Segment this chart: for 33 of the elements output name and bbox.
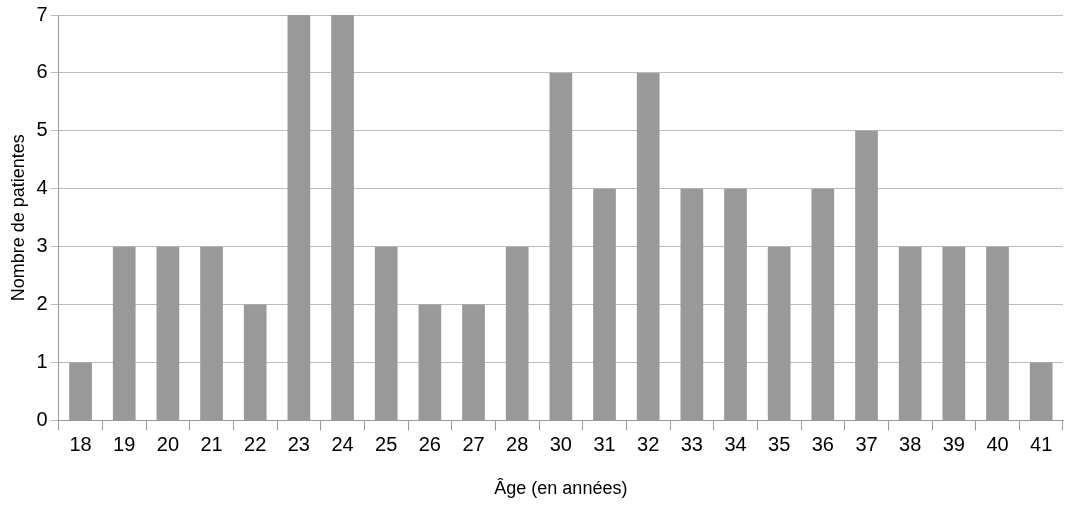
x-tick-label: 33	[680, 432, 703, 455]
x-tick-label: 36	[811, 432, 834, 455]
y-axis-title: Nombre de patientes	[7, 134, 28, 302]
y-tick-label: 5	[36, 118, 48, 141]
x-tick-label: 22	[244, 432, 267, 455]
x-tick-label: 25	[375, 432, 398, 455]
x-tick-label: 34	[724, 432, 747, 455]
x-tick-label: 38	[899, 432, 922, 455]
x-tick-label: 19	[113, 432, 136, 455]
y-tick-label: 7	[36, 2, 48, 25]
x-axis-title: Âge (en années)	[494, 478, 628, 499]
y-tick-label: 3	[36, 234, 48, 257]
x-tick-label: 35	[768, 432, 791, 455]
x-tick-label: 26	[418, 432, 441, 455]
y-tick-label: 1	[36, 350, 48, 372]
x-tick-label: 32	[637, 432, 660, 455]
x-tick-label: 28	[506, 432, 529, 455]
x-tick-label: 21	[200, 432, 223, 455]
x-tick-label: 27	[462, 432, 485, 455]
x-tick-label: 37	[855, 432, 878, 455]
x-tick-label: 24	[331, 432, 354, 455]
y-tick-label: 4	[36, 176, 48, 199]
x-tick-label: 23	[287, 432, 310, 455]
y-tick-label: 2	[36, 292, 48, 315]
y-tick-label: 0	[36, 407, 48, 430]
x-tick-label: 41	[1030, 432, 1053, 455]
y-tick-label: 6	[36, 60, 48, 83]
x-tick-label: 40	[986, 432, 1009, 455]
x-tick-label: 30	[549, 432, 572, 455]
x-tick-label: 18	[69, 432, 92, 455]
x-tick-label: 31	[593, 432, 616, 455]
x-tick-label: 39	[942, 432, 965, 455]
x-tick-label: 20	[156, 432, 180, 455]
